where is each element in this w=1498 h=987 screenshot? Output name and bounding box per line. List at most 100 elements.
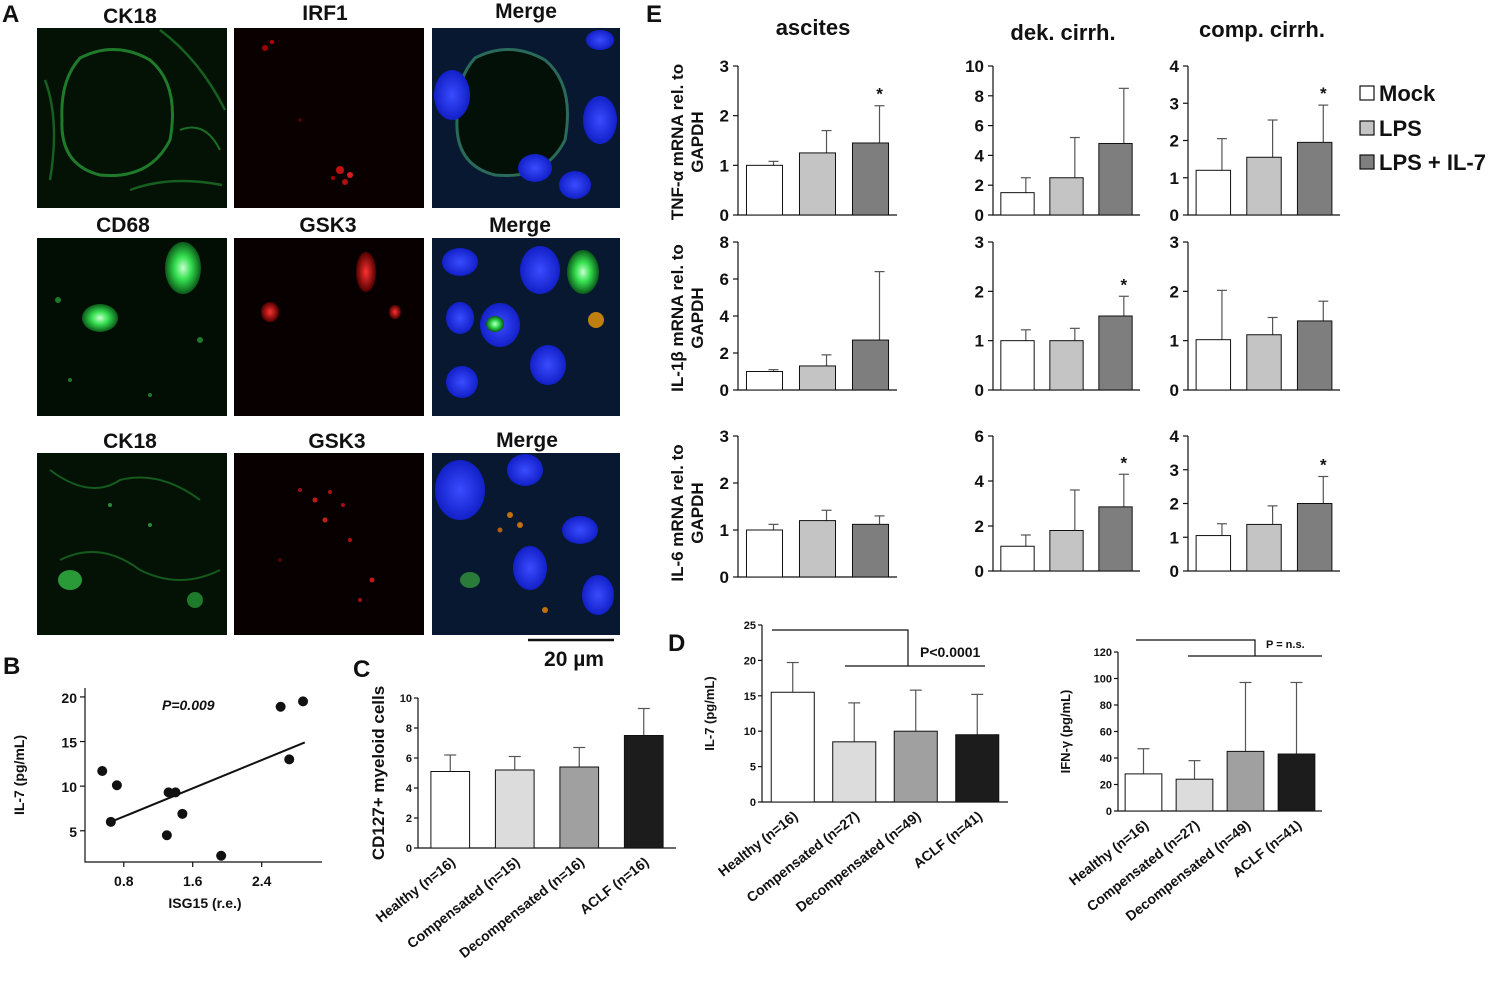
y-axis-label: GAPDH xyxy=(688,287,707,348)
bar xyxy=(1195,169,1232,216)
y-tick-label: 2 xyxy=(1170,495,1179,514)
y-tick-label: 0 xyxy=(720,568,729,587)
y-tick-label: 15 xyxy=(744,691,756,703)
y-axis-label: IFN-γ (pg/mL) xyxy=(1058,690,1073,774)
micro-label: Merge xyxy=(489,214,551,237)
data-point xyxy=(216,850,227,861)
y-tick-label: 6 xyxy=(406,753,412,765)
x-category-label: Decompensated (n=49) xyxy=(793,808,924,915)
y-tick-label: 80 xyxy=(1100,700,1112,712)
bar xyxy=(851,142,890,216)
bar xyxy=(1246,334,1282,391)
y-tick-label: 25 xyxy=(744,620,756,632)
y-tick-label: 2 xyxy=(1170,132,1179,151)
significance-star: * xyxy=(1320,84,1327,103)
bar xyxy=(1246,523,1282,572)
y-tick-label: 3 xyxy=(720,57,729,76)
y-tick-label: 6 xyxy=(720,270,729,289)
bar xyxy=(1195,339,1232,391)
micro-label: CK18 xyxy=(103,5,157,28)
data-point xyxy=(284,754,295,765)
y-tick-label: 6 xyxy=(975,427,984,446)
data-point xyxy=(97,765,108,776)
y-axis-label: CD127+ myeloid cells xyxy=(369,686,388,860)
bar xyxy=(1226,750,1265,812)
y-tick-label: 20 xyxy=(61,690,77,706)
y-tick-label: 4 xyxy=(975,472,985,491)
y-tick-label: 2 xyxy=(720,474,729,493)
y-tick-label: 2 xyxy=(1170,282,1179,301)
bar xyxy=(745,529,784,578)
bar xyxy=(1098,315,1133,391)
significance-star: * xyxy=(876,85,883,104)
bar xyxy=(955,734,1000,803)
bar xyxy=(851,339,890,391)
panel-c-letter: C xyxy=(353,656,370,683)
bar xyxy=(745,164,784,216)
row-ylabel-tnfa: TNF-α mRNA rel. to GAPDH xyxy=(668,64,707,220)
data-point xyxy=(275,701,286,712)
y-tick-label: 60 xyxy=(1100,727,1112,739)
y-tick-label: 20 xyxy=(1100,780,1112,792)
y-tick-label: 100 xyxy=(1094,674,1112,686)
y-tick-label: 0 xyxy=(1170,381,1179,400)
y-tick-label: 3 xyxy=(1170,94,1179,113)
row-ylabel-il1b: IL-1β mRNA rel. to GAPDH xyxy=(668,244,707,392)
y-tick-label: 3 xyxy=(1170,461,1179,480)
y-tick-label: 8 xyxy=(720,233,729,252)
trend-line xyxy=(110,741,306,823)
y-tick-label: 1 xyxy=(1170,169,1179,188)
y-tick-label: 3 xyxy=(1170,233,1179,252)
legend-swatch-lps-il7 xyxy=(1359,154,1375,170)
y-tick-label: 2 xyxy=(720,107,729,126)
row-ylabel-il6: IL-6 mRNA rel. to GAPDH xyxy=(668,444,707,581)
y-tick-label: 3 xyxy=(720,427,729,446)
micro-label: Merge xyxy=(495,0,557,23)
bar xyxy=(798,520,837,578)
data-point xyxy=(111,780,122,791)
data-point xyxy=(177,808,188,819)
bar xyxy=(745,371,784,391)
micro-image-cd68 xyxy=(37,238,227,416)
bar xyxy=(798,365,837,391)
y-tick-label: 5 xyxy=(750,762,756,774)
bar xyxy=(1049,340,1084,391)
micro-image-merge-row3 xyxy=(432,453,620,635)
x-category-label: ACLF (n=41) xyxy=(910,808,985,872)
y-tick-label: 1 xyxy=(720,156,729,175)
data-point xyxy=(170,787,181,798)
subchart-r2-c0: 0 1 2 3 xyxy=(720,427,897,587)
y-tick-label: 0 xyxy=(1170,562,1179,581)
scale-bar: 20 µm xyxy=(528,638,614,671)
x-tick-label: 1.6 xyxy=(183,873,203,889)
scale-bar-label: 20 µm xyxy=(544,648,604,671)
y-tick-label: 0 xyxy=(750,797,756,809)
bar xyxy=(1000,340,1035,391)
micro-label: GSK3 xyxy=(299,214,356,237)
micro-label: IRF1 xyxy=(302,2,348,25)
significance-star: * xyxy=(1121,453,1128,472)
bar xyxy=(494,769,535,849)
y-tick-label: 1 xyxy=(1170,528,1179,547)
bar xyxy=(1124,773,1163,812)
y-tick-label: 4 xyxy=(1170,427,1180,446)
bar xyxy=(851,523,890,578)
y-tick-label: 3 xyxy=(975,233,984,252)
micro-label: CD68 xyxy=(96,214,150,237)
y-tick-label: 10 xyxy=(965,57,984,76)
bar xyxy=(1049,177,1084,216)
subchart-r1-c1: 0 1 2 3 * xyxy=(975,233,1140,400)
y-tick-label: 2 xyxy=(975,176,984,195)
micro-label: GSK3 xyxy=(308,430,365,453)
y-tick-label: 0 xyxy=(720,381,729,400)
legend: Mock LPS LPS + IL-7 xyxy=(1359,81,1486,175)
panel-a-letter: A xyxy=(2,1,19,28)
y-axis-label: IL-7 (pg/mL) xyxy=(11,735,27,815)
y-tick-label: 10 xyxy=(400,693,412,705)
bar xyxy=(1195,535,1232,572)
subchart-r0-c1: 0 2 4 6 8 10 xyxy=(965,57,1140,225)
y-tick-label: 4 xyxy=(720,307,730,326)
